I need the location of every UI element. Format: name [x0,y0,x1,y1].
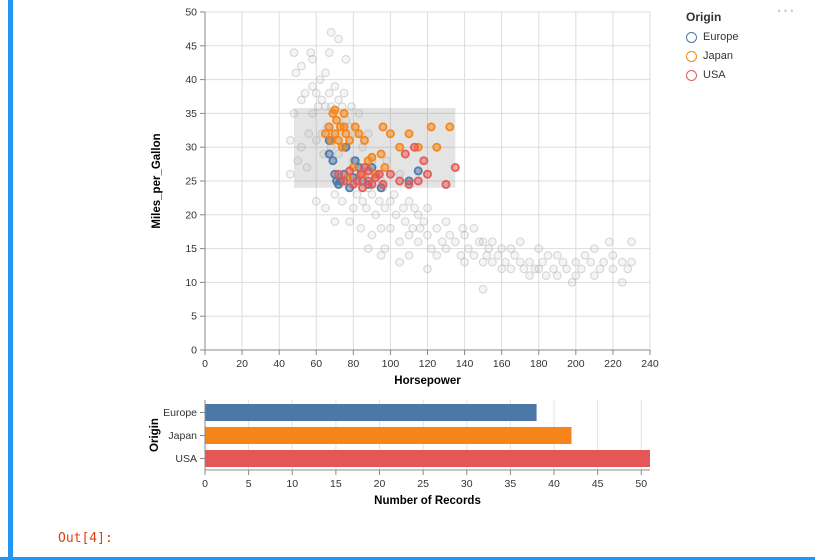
y-axis-title: Origin [149,418,161,452]
svg-text:50: 50 [635,478,647,490]
svg-text:160: 160 [493,358,511,370]
svg-text:10: 10 [286,478,298,490]
bar-europe [205,404,537,421]
svg-text:35: 35 [505,478,517,490]
cell-bottom-border [0,557,815,560]
vega-actions-menu-icon[interactable]: ⋯ [776,1,795,22]
legend-label-japan: Japan [703,50,733,62]
svg-text:140: 140 [456,358,474,370]
bar-usa [205,450,650,467]
japan-symbol-icon [686,50,697,62]
legend-label-usa: USA [703,69,726,81]
unselected-points [285,27,636,294]
legend-item-europe: Europe [686,31,738,43]
usa-symbol-icon [686,69,697,81]
svg-text:40: 40 [185,74,197,86]
svg-text:10: 10 [185,277,197,289]
svg-text:20: 20 [185,209,197,221]
scatter-plot[interactable]: 0 20 40 60 80 100 120 140 160 180 200 220 240 0 5 10 15 2… [140,8,665,400]
legend-item-usa: USA [686,69,738,81]
legend-label-europe: Europe [703,31,739,43]
svg-text:5: 5 [246,478,252,490]
svg-text:15: 15 [185,243,197,255]
usa-points [333,142,460,193]
svg-text:60: 60 [310,358,322,370]
svg-text:35: 35 [185,108,197,120]
bar-japan [205,427,572,444]
svg-text:45: 45 [185,40,197,52]
legend-item-japan: Japan [686,50,738,62]
svg-text:45: 45 [592,478,604,490]
legend-title: Origin [686,10,722,24]
svg-text:220: 220 [604,358,622,370]
svg-text:80: 80 [347,358,359,370]
svg-text:50: 50 [185,8,197,19]
svg-text:0: 0 [202,478,208,490]
x-axis-title: Horsepower [394,375,461,387]
svg-text:20: 20 [374,478,386,490]
svg-text:100: 100 [382,358,400,370]
svg-text:200: 200 [567,358,585,370]
y-axis-title: Miles_per_Gallon [151,133,163,228]
svg-text:0: 0 [191,345,197,357]
svg-text:30: 30 [461,478,473,490]
origin-legend: Origin Europe Japan USA [686,10,738,88]
cell-active-indicator[interactable] [8,0,13,557]
svg-text:20: 20 [236,358,248,370]
svg-text:5: 5 [191,311,197,323]
axes: 0 5 10 15 20 25 30 35 40 45 50 Number of Records Ori… [149,400,650,507]
bar-chart: Europe Japan USA 0 5 10 15 20 25 30 35 40 45 50 Number… [149,400,650,507]
svg-text:30: 30 [185,142,197,154]
svg-text:40: 40 [548,478,560,490]
svg-text:120: 120 [419,358,437,370]
europe-symbol-icon [686,31,697,43]
svg-text:240: 240 [641,358,659,370]
svg-text:0: 0 [202,358,208,370]
out-prompt: Out[4]: [58,531,113,546]
svg-text:25: 25 [417,478,429,490]
axes: 0 20 40 60 80 100 120 140 160 180 200 220 240 0 5 10 15 2… [151,8,659,387]
category-label-usa: USA [175,453,197,465]
svg-text:40: 40 [273,358,285,370]
category-label-europe: Europe [163,407,197,419]
svg-text:15: 15 [330,478,342,490]
svg-text:180: 180 [530,358,548,370]
svg-text:25: 25 [185,176,197,188]
x-axis-title: Number of Records [374,495,481,507]
category-label-japan: Japan [168,430,197,442]
